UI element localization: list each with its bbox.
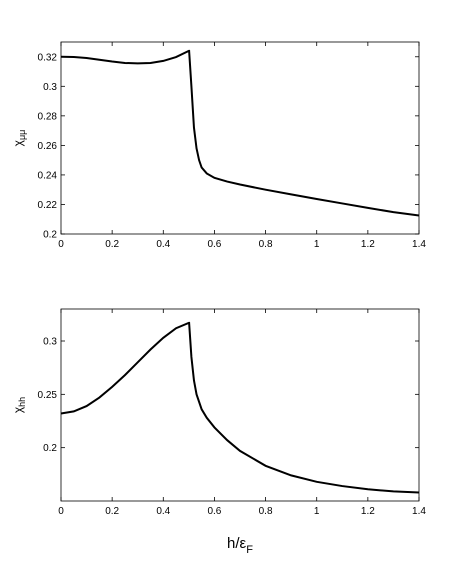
top-y-axis-label-main: χ [11, 139, 25, 146]
bottom-plot-frame [60, 308, 420, 502]
top-series-line [60, 49, 420, 217]
top-y-axis-label: χμμ [11, 130, 27, 147]
top-y-tick-label: 0.3 [43, 82, 57, 93]
bottom-x-tick-label: 1.4 [412, 506, 426, 517]
top-y-tick-label: 0.26 [38, 141, 58, 152]
bottom-y-axis-label-main: χ [11, 406, 25, 413]
bottom-y-axis-label-sub: hh [17, 397, 27, 407]
bottom-series-line [60, 321, 420, 494]
top-y-tick-label: 0.28 [38, 111, 58, 122]
top-x-tick-label: 0.2 [105, 239, 119, 250]
top-x-tick-label: 0.4 [156, 239, 170, 250]
top-x-tick-label: 0.8 [259, 239, 273, 250]
top-plot-frame [60, 41, 420, 235]
bottom-y-ticks: 0.2 0.25 0.3 [38, 337, 419, 454]
bottom-x-tick-label: 1.2 [361, 506, 375, 517]
bottom-y-axis-label: χhh [11, 397, 27, 413]
bottom-x-tick-label: 0 [58, 506, 64, 517]
x-axis-label-sub: F [246, 544, 253, 556]
bottom-x-tick-label: 0.4 [156, 506, 170, 517]
top-y-tick-label: 0.32 [38, 52, 58, 63]
bottom-x-tick-label: 1 [314, 506, 320, 517]
top-y-tick-label: 0.24 [38, 170, 58, 181]
top-x-tick-label: 1.4 [412, 239, 426, 250]
x-axis-label: h/εF [227, 535, 253, 556]
bottom-y-tick-label: 0.3 [43, 337, 57, 348]
top-y-axis-label-sub: μμ [17, 130, 27, 140]
top-plot-panel: 0 0.2 0.4 0.6 0.8 1 1.2 1.4 0.20.220.240.260.28… [11, 41, 426, 250]
top-x-tick-label: 0 [58, 239, 64, 250]
bottom-y-tick-label: 0.2 [43, 443, 57, 454]
bottom-plot-panel: 0 0.2 0.4 0.6 0.8 1 1.2 1.4 0.2 0.25 0.3 χhh h/εF [11, 308, 426, 556]
x-axis-label-main: h/ε [227, 535, 247, 552]
top-x-ticks: 0 0.2 0.4 0.6 0.8 1 1.2 1.4 [58, 42, 426, 250]
top-y-ticks: 0.2 0.22 0.24 0.26 0.28 0.3 0.32 [38, 52, 419, 241]
bottom-x-tick-label: 0.2 [105, 506, 119, 517]
top-y-tick-label: 0.2 [43, 230, 57, 241]
bottom-y-tick-label: 0.25 [38, 390, 58, 401]
bottom-x-ticks: 0 0.2 0.4 0.6 0.8 1 1.2 1.4 [58, 309, 426, 517]
top-x-tick-label: 0.6 [207, 239, 221, 250]
top-y-tick-label: 0.22 [38, 200, 58, 211]
top-x-tick-label: 1 [314, 239, 320, 250]
top-x-tick-label: 1.2 [361, 239, 375, 250]
bottom-x-tick-label: 0.6 [207, 506, 221, 517]
bottom-x-tick-label: 0.8 [259, 506, 273, 517]
